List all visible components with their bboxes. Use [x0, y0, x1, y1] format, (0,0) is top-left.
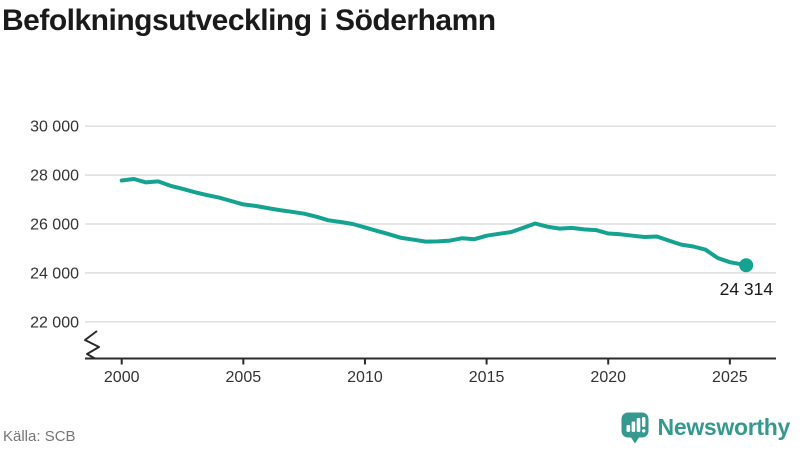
x-tick-label: 2025 [712, 369, 748, 386]
x-tick-label: 2015 [469, 369, 505, 386]
source-label: Källa: SCB [3, 428, 76, 445]
page-title: Befolkningsutveckling i Söderhamn [2, 4, 496, 37]
x-tick-label: 2010 [347, 369, 383, 386]
y-tick-label: 28 000 [30, 168, 79, 185]
newsworthy-logo[interactable]: Newsworthy [620, 411, 790, 444]
population-series-line [119, 177, 749, 268]
x-tick-label: 2000 [104, 369, 140, 386]
x-tick-label: 2005 [226, 369, 262, 386]
axis-break-icon [84, 330, 100, 360]
x-tick-label: 2020 [590, 369, 626, 386]
y-tick-label: 22 000 [30, 314, 79, 331]
y-tick-label: 24 000 [30, 265, 79, 282]
brand-name: Newsworthy [657, 414, 791, 440]
latest-value-dot [739, 258, 754, 273]
newsworthy-bubble-icon [621, 412, 649, 444]
y-tick-label: 26 000 [30, 217, 79, 234]
latest-value-label: 24 314 [720, 279, 774, 299]
y-tick-label: 30 000 [30, 119, 79, 136]
